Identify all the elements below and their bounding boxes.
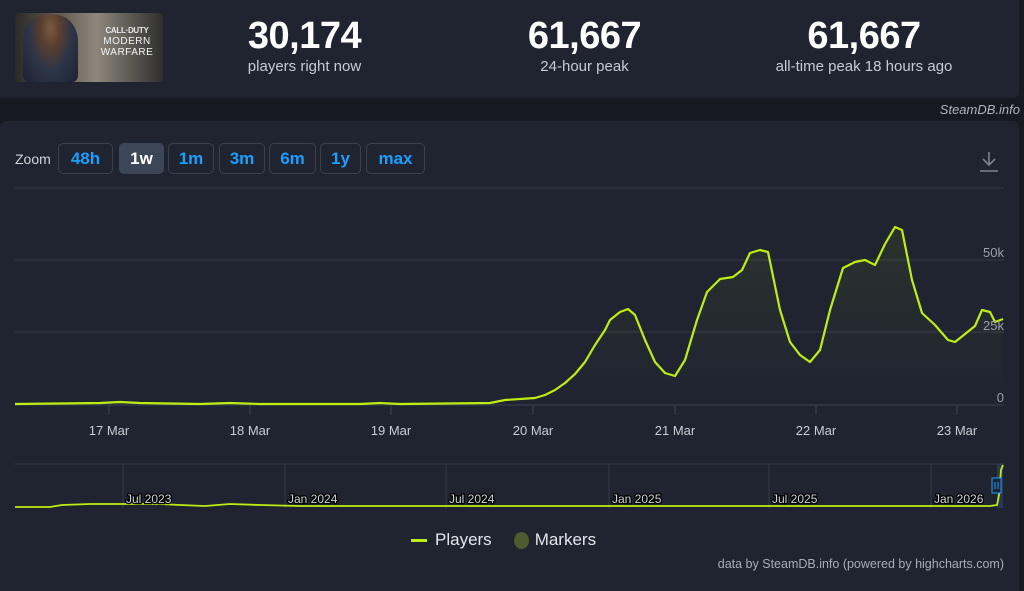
x-label: 23 Mar: [937, 423, 978, 438]
players-line[interactable]: [14, 225, 1004, 406]
data-credit[interactable]: data by SteamDB.info (powered by highcha…: [717, 557, 1004, 571]
stat-label: players right now: [247, 58, 362, 75]
zoom-button-6m[interactable]: 6m: [269, 143, 316, 174]
game-logo: CALL·DUTY MODERN WARFARE: [100, 26, 154, 58]
navigator-label: Jul 2024: [449, 492, 495, 506]
stat-value: 61,667: [527, 15, 642, 57]
circle-swatch-icon: [513, 531, 529, 549]
zoom-button-1m[interactable]: 1m: [168, 143, 214, 174]
x-label: 22 Mar: [796, 423, 837, 438]
stat-value: 61,667: [807, 15, 921, 57]
download-icon[interactable]: [978, 150, 1000, 174]
y-label-0: 0: [997, 390, 1004, 405]
line-swatch-icon: [411, 538, 427, 542]
chart-legend: Players Markers: [411, 530, 596, 550]
navigator-label: Jan 2025: [612, 492, 662, 506]
y-label-25k: 25k: [983, 318, 1004, 333]
x-axis-ticks: [108, 405, 958, 415]
stat-all-time-peak: 61,667 all-time peak 18 hours ago: [753, 14, 975, 76]
zoom-label: Zoom: [15, 151, 51, 167]
game-image[interactable]: CALL·DUTY MODERN WARFARE: [15, 13, 163, 82]
soldier-artwork: [23, 15, 78, 82]
x-label: 18 Mar: [230, 423, 271, 438]
navigator-label: Jul 2023: [126, 492, 172, 506]
x-label: 21 Mar: [655, 423, 696, 438]
legend-item-players[interactable]: Players: [411, 530, 492, 550]
navigator[interactable]: Jul 2023 Jan 2024 Jul 2024 Jan 2025 Jul …: [15, 463, 1004, 508]
x-label: 20 Mar: [513, 423, 554, 438]
zoom-button-max[interactable]: max: [366, 143, 425, 174]
y-label-50k: 50k: [983, 245, 1004, 260]
steamdb-credit[interactable]: SteamDB.info: [939, 102, 1020, 117]
zoom-button-1w[interactable]: 1w: [119, 143, 164, 174]
header-card: [0, 0, 1019, 98]
players-area: [15, 227, 1003, 405]
navigator-handle[interactable]: [991, 477, 1002, 494]
stat-label: all-time peak 18 hours ago: [775, 58, 953, 75]
navigator-label: Jul 2025: [772, 492, 818, 506]
x-label: 19 Mar: [371, 423, 412, 438]
navigator-label: Jan 2024: [288, 492, 338, 506]
zoom-button-48h[interactable]: 48h: [58, 143, 113, 174]
navigator-label: Jan 2026: [934, 492, 984, 506]
stat-24h-peak: 61,667 24-hour peak: [502, 14, 667, 76]
stat-players-now: 30,174 players right now: [222, 14, 387, 76]
x-label: 17 Mar: [89, 423, 130, 438]
stat-label: 24-hour peak: [540, 58, 629, 75]
stat-value: 30,174: [247, 15, 362, 57]
zoom-button-3m[interactable]: 3m: [219, 143, 265, 174]
zoom-button-1y[interactable]: 1y: [320, 143, 361, 174]
legend-item-markers[interactable]: Markers: [492, 530, 596, 550]
